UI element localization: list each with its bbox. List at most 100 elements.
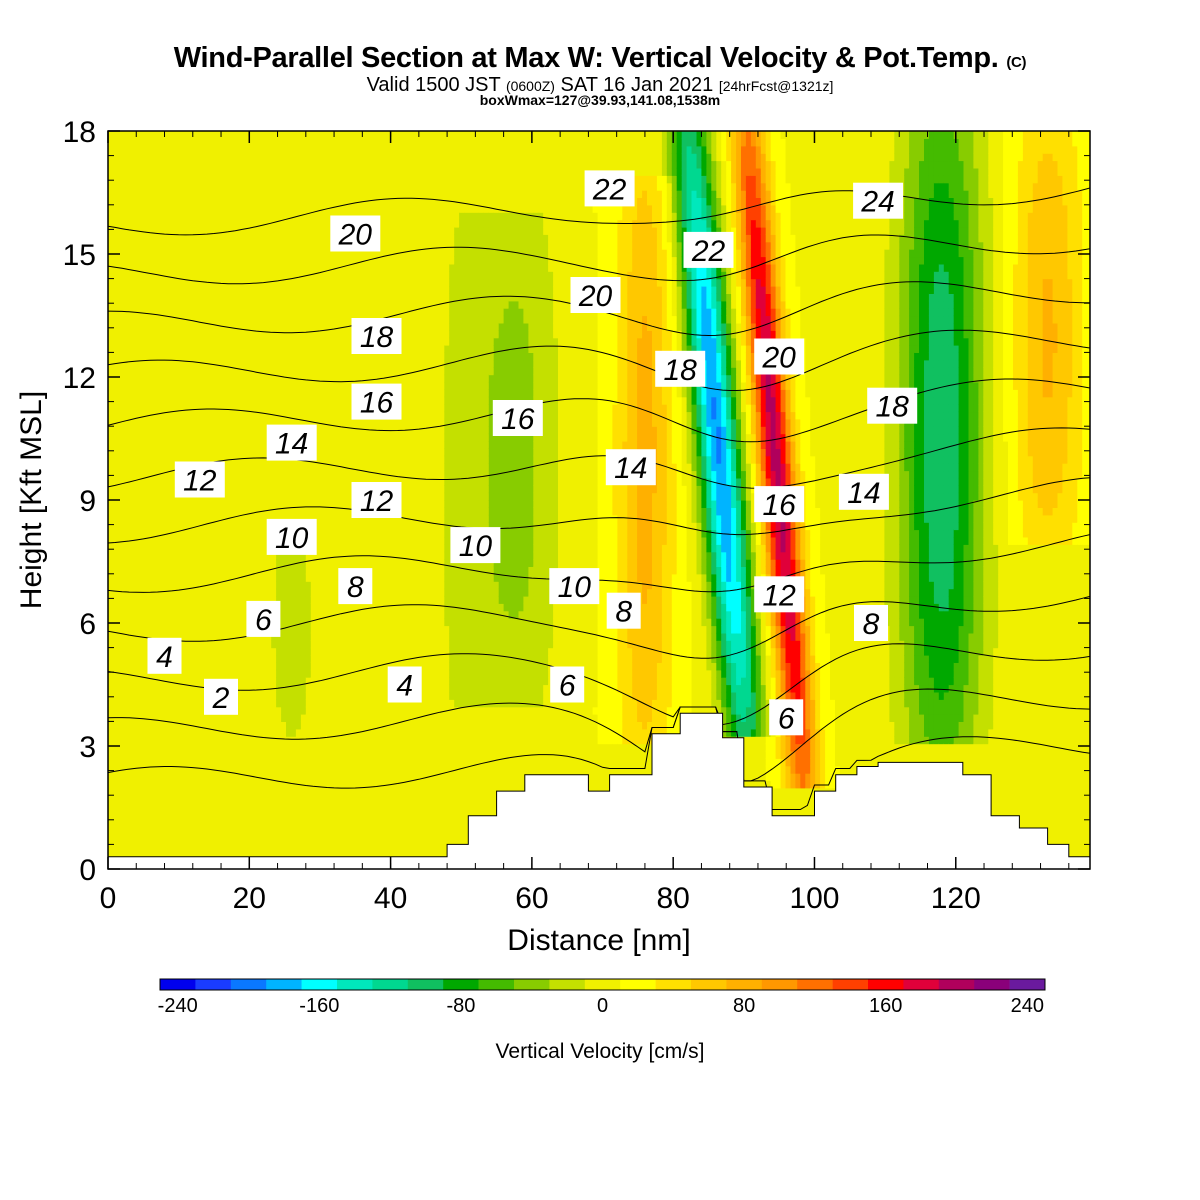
velocity-cell — [301, 707, 307, 715]
velocity-cell — [153, 323, 159, 331]
velocity-cell — [301, 803, 307, 811]
velocity-cell — [202, 338, 208, 346]
velocity-cell — [138, 729, 144, 737]
velocity-cell — [256, 426, 262, 434]
velocity-cell — [143, 411, 149, 419]
velocity-cell — [286, 507, 292, 515]
velocity-cell — [345, 692, 351, 700]
velocity-cell — [326, 788, 332, 796]
velocity-cell — [256, 544, 262, 552]
velocity-cell — [167, 707, 173, 715]
velocity-cell — [331, 308, 337, 316]
velocity-cell — [153, 352, 159, 360]
velocity-cell — [301, 478, 307, 486]
velocity-cell — [291, 847, 297, 855]
velocity-cell — [143, 382, 149, 390]
velocity-cell — [138, 699, 144, 707]
velocity-cell — [237, 471, 243, 479]
velocity-cell — [256, 589, 262, 597]
velocity-cell — [261, 404, 267, 412]
velocity-cell — [118, 692, 124, 700]
velocity-cell — [138, 840, 144, 848]
velocity-cell — [143, 714, 149, 722]
velocity-cell — [108, 168, 114, 176]
velocity-cell — [187, 131, 193, 139]
velocity-cell — [113, 692, 119, 700]
velocity-cell — [217, 552, 223, 560]
velocity-cell — [242, 382, 248, 390]
velocity-cell — [276, 773, 282, 781]
velocity-cell — [123, 825, 129, 833]
velocity-cell — [266, 803, 272, 811]
velocity-cell — [247, 279, 253, 287]
velocity-cell — [281, 397, 287, 405]
velocity-cell — [271, 279, 277, 287]
velocity-cell — [271, 803, 277, 811]
velocity-cell — [331, 640, 337, 648]
velocity-cell — [281, 161, 287, 169]
velocity-cell — [222, 507, 228, 515]
velocity-cell — [197, 507, 203, 515]
velocity-cell — [340, 655, 346, 663]
velocity-cell — [108, 692, 114, 700]
velocity-cell — [167, 323, 173, 331]
velocity-cell — [321, 257, 327, 265]
velocity-cell — [301, 471, 307, 479]
velocity-cell — [118, 825, 124, 833]
velocity-cell — [158, 367, 164, 375]
velocity-cell — [242, 655, 248, 663]
velocity-cell — [108, 249, 114, 257]
velocity-cell — [331, 780, 337, 788]
velocity-cell — [143, 596, 149, 604]
velocity-cell — [345, 721, 351, 729]
velocity-cell — [133, 352, 139, 360]
velocity-cell — [340, 832, 346, 840]
velocity-cell — [286, 685, 292, 693]
velocity-cell — [153, 242, 159, 250]
velocity-cell — [197, 264, 203, 272]
velocity-cell — [242, 293, 248, 301]
velocity-cell — [345, 257, 351, 265]
velocity-cell — [118, 168, 124, 176]
velocity-cell — [128, 448, 134, 456]
velocity-cell — [162, 596, 168, 604]
velocity-cell — [340, 788, 346, 796]
velocity-cell — [143, 205, 149, 213]
velocity-cell — [172, 168, 178, 176]
velocity-cell — [340, 138, 346, 146]
velocity-cell — [192, 648, 198, 656]
velocity-cell — [182, 382, 188, 390]
velocity-cell — [251, 161, 257, 169]
velocity-cell — [172, 626, 178, 634]
velocity-cell — [237, 596, 243, 604]
velocity-cell — [301, 773, 307, 781]
velocity-cell — [261, 389, 267, 397]
velocity-cell — [227, 293, 233, 301]
velocity-cell — [281, 463, 287, 471]
velocity-cell — [311, 316, 317, 324]
velocity-cell — [336, 138, 342, 146]
velocity-cell — [316, 316, 322, 324]
velocity-cell — [266, 751, 272, 759]
velocity-cell — [286, 677, 292, 685]
velocity-cell — [148, 220, 154, 228]
velocity-cell — [232, 611, 238, 619]
velocity-cell — [197, 168, 203, 176]
velocity-cell — [108, 138, 114, 146]
velocity-cell — [212, 426, 218, 434]
velocity-cell — [345, 138, 351, 146]
velocity-cell — [326, 227, 332, 235]
velocity-cell — [301, 648, 307, 656]
velocity-cell — [113, 352, 119, 360]
velocity-cell — [153, 825, 159, 833]
velocity-cell — [133, 692, 139, 700]
velocity-cell — [133, 471, 139, 479]
velocity-cell — [296, 832, 302, 840]
velocity-cell — [276, 817, 282, 825]
velocity-cell — [331, 404, 337, 412]
velocity-cell — [118, 736, 124, 744]
velocity-cell — [232, 471, 238, 479]
velocity-cell — [143, 131, 149, 139]
velocity-cell — [301, 227, 307, 235]
velocity-cell — [192, 500, 198, 508]
